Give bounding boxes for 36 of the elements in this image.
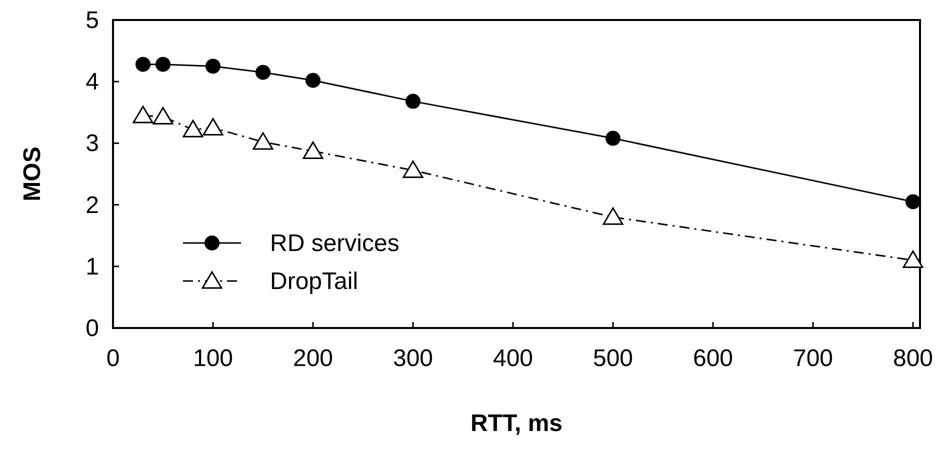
- y-tick-label: 0: [86, 315, 99, 342]
- point: [136, 56, 150, 72]
- point: [202, 118, 224, 136]
- point: [602, 207, 624, 225]
- y-tick-label: 1: [86, 253, 99, 280]
- point: [206, 58, 220, 74]
- point: [606, 130, 620, 146]
- y-tick-label: 4: [86, 68, 99, 96]
- point: [402, 160, 424, 178]
- legend-label: DropTail: [270, 268, 358, 295]
- y-tick-label: 3: [86, 130, 99, 158]
- point: [152, 106, 174, 124]
- x-tick-label: 400: [492, 345, 534, 372]
- point: [302, 141, 324, 159]
- x-tick-label: 100: [192, 345, 234, 372]
- point: [132, 106, 154, 124]
- y-axis-title: MOS: [19, 146, 46, 202]
- y-tick-label: 2: [86, 192, 99, 219]
- point: [182, 120, 204, 138]
- x-tick-label: 0: [106, 345, 120, 372]
- point: [306, 72, 320, 88]
- point: [156, 56, 170, 72]
- x-tick-label: 600: [692, 345, 734, 372]
- x-tick-label: 200: [292, 345, 334, 372]
- point: [906, 194, 920, 210]
- x-tick-label: 500: [592, 345, 634, 372]
- x-tick-label: 300: [392, 345, 434, 372]
- x-axis-title: RTT, ms: [470, 410, 563, 437]
- point: [256, 64, 270, 80]
- legend-label: RD services: [270, 230, 400, 257]
- x-tick-label: 700: [792, 345, 834, 372]
- point: [252, 132, 274, 150]
- x-tick-label: 800: [892, 345, 934, 372]
- point: [406, 94, 420, 109]
- point: [902, 250, 924, 268]
- y-tick-label: 5: [86, 7, 99, 34]
